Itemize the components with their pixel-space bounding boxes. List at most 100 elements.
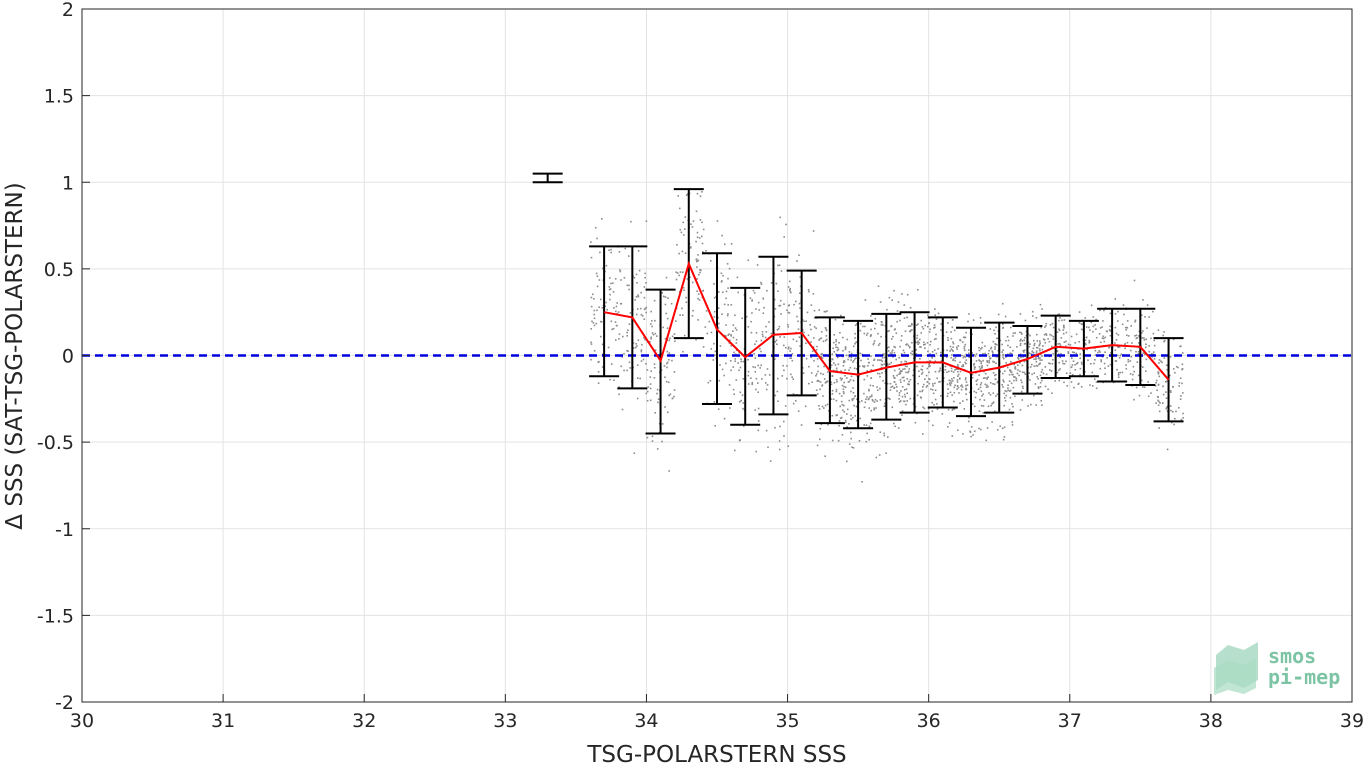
scatter-point xyxy=(612,291,615,293)
scatter-point xyxy=(849,366,852,369)
scatter-point xyxy=(1014,376,1016,378)
scatter-point xyxy=(685,301,688,303)
scatter-point xyxy=(884,382,887,384)
scatter-point xyxy=(1145,338,1148,341)
scatter-point xyxy=(1023,351,1025,353)
scatter-point xyxy=(1145,358,1148,361)
scatter-point xyxy=(824,382,827,384)
scatter-point xyxy=(893,376,895,379)
scatter-point xyxy=(957,429,959,431)
scatter-point xyxy=(865,440,868,443)
scatter-point xyxy=(883,363,886,365)
scatter-point xyxy=(1095,387,1098,390)
scatter-point xyxy=(1105,330,1108,332)
scatter-point xyxy=(823,378,826,380)
scatter-point xyxy=(1089,329,1091,331)
scatter-point xyxy=(835,388,838,391)
scatter-point xyxy=(906,378,908,380)
scatter-point xyxy=(1097,351,1099,354)
scatter-point xyxy=(1014,366,1017,368)
scatter-point xyxy=(971,352,973,354)
scatter-point xyxy=(951,319,954,321)
scatter-point xyxy=(899,372,902,375)
scatter-point xyxy=(911,323,913,325)
scatter-point xyxy=(754,366,756,369)
scatter-point xyxy=(1009,389,1012,392)
scatter-point xyxy=(1029,379,1031,381)
scatter-point xyxy=(863,378,866,381)
scatter-point xyxy=(1041,359,1043,361)
scatter-point xyxy=(1134,319,1137,322)
scatter-point xyxy=(593,309,596,312)
scatter-point xyxy=(961,341,964,343)
scatter-point xyxy=(1177,366,1179,369)
scatter-point xyxy=(727,287,729,289)
scatter-point xyxy=(666,361,669,364)
scatter-point xyxy=(590,305,593,308)
scatter-point xyxy=(881,360,884,363)
scatter-point xyxy=(874,327,876,330)
scatter-point xyxy=(816,393,819,395)
scatter-point xyxy=(989,394,992,396)
scatter-point xyxy=(729,339,731,342)
scatter-point xyxy=(911,350,914,353)
scatter-point xyxy=(870,355,872,357)
scatter-point xyxy=(1146,304,1149,306)
scatter-point xyxy=(1032,347,1035,350)
scatter-point xyxy=(1095,381,1098,383)
scatter-point xyxy=(593,313,595,316)
scatter-point xyxy=(920,332,922,334)
scatter-point xyxy=(899,371,902,373)
scatter-point xyxy=(654,332,657,335)
scatter-point xyxy=(812,346,815,348)
scatter-point xyxy=(698,237,701,239)
scatter-point xyxy=(1036,365,1039,367)
scatter-point xyxy=(627,329,629,331)
scatter-point xyxy=(1031,350,1033,352)
scatter-point xyxy=(978,359,980,361)
scatter-point xyxy=(818,408,821,410)
scatter-point xyxy=(766,289,768,292)
scatter-point xyxy=(1033,339,1035,342)
scatter-point xyxy=(898,401,901,403)
scatter-point xyxy=(1043,333,1046,336)
scatter-point xyxy=(1002,356,1004,358)
scatter-point xyxy=(819,428,821,430)
scatter-point xyxy=(738,352,740,354)
scatter-point xyxy=(696,231,699,234)
scatter-point xyxy=(969,391,971,394)
scatter-point xyxy=(990,347,992,350)
scatter-point xyxy=(777,377,779,380)
scatter-point xyxy=(649,341,651,343)
scatter-point xyxy=(644,272,646,275)
scatter-point xyxy=(922,406,924,409)
scatter-point xyxy=(821,405,824,408)
scatter-point xyxy=(1157,399,1159,402)
scatter-point xyxy=(987,405,990,408)
scatter-point xyxy=(714,425,716,427)
scatter-point xyxy=(1098,333,1101,335)
scatter-point xyxy=(992,340,995,343)
scatter-point xyxy=(1007,387,1009,389)
scatter-point xyxy=(590,241,592,243)
scatter-point xyxy=(789,280,791,283)
scatter-point xyxy=(1108,346,1110,349)
scatter-point xyxy=(1123,313,1125,316)
scatter-point xyxy=(601,218,603,220)
scatter-point xyxy=(1079,353,1082,355)
scatter-point xyxy=(852,361,854,363)
scatter-point xyxy=(637,294,639,296)
scatter-point xyxy=(980,382,983,384)
scatter-point xyxy=(863,406,866,409)
scatter-point xyxy=(889,352,892,354)
scatter-point xyxy=(878,359,881,361)
scatter-point xyxy=(898,398,900,400)
scatter-point xyxy=(850,359,852,361)
scatter-point xyxy=(935,352,938,355)
scatter-point xyxy=(984,383,987,386)
scatter-point xyxy=(681,250,684,253)
scatter-point xyxy=(761,333,764,336)
scatter-point xyxy=(848,380,851,383)
scatter-point xyxy=(1038,344,1040,347)
